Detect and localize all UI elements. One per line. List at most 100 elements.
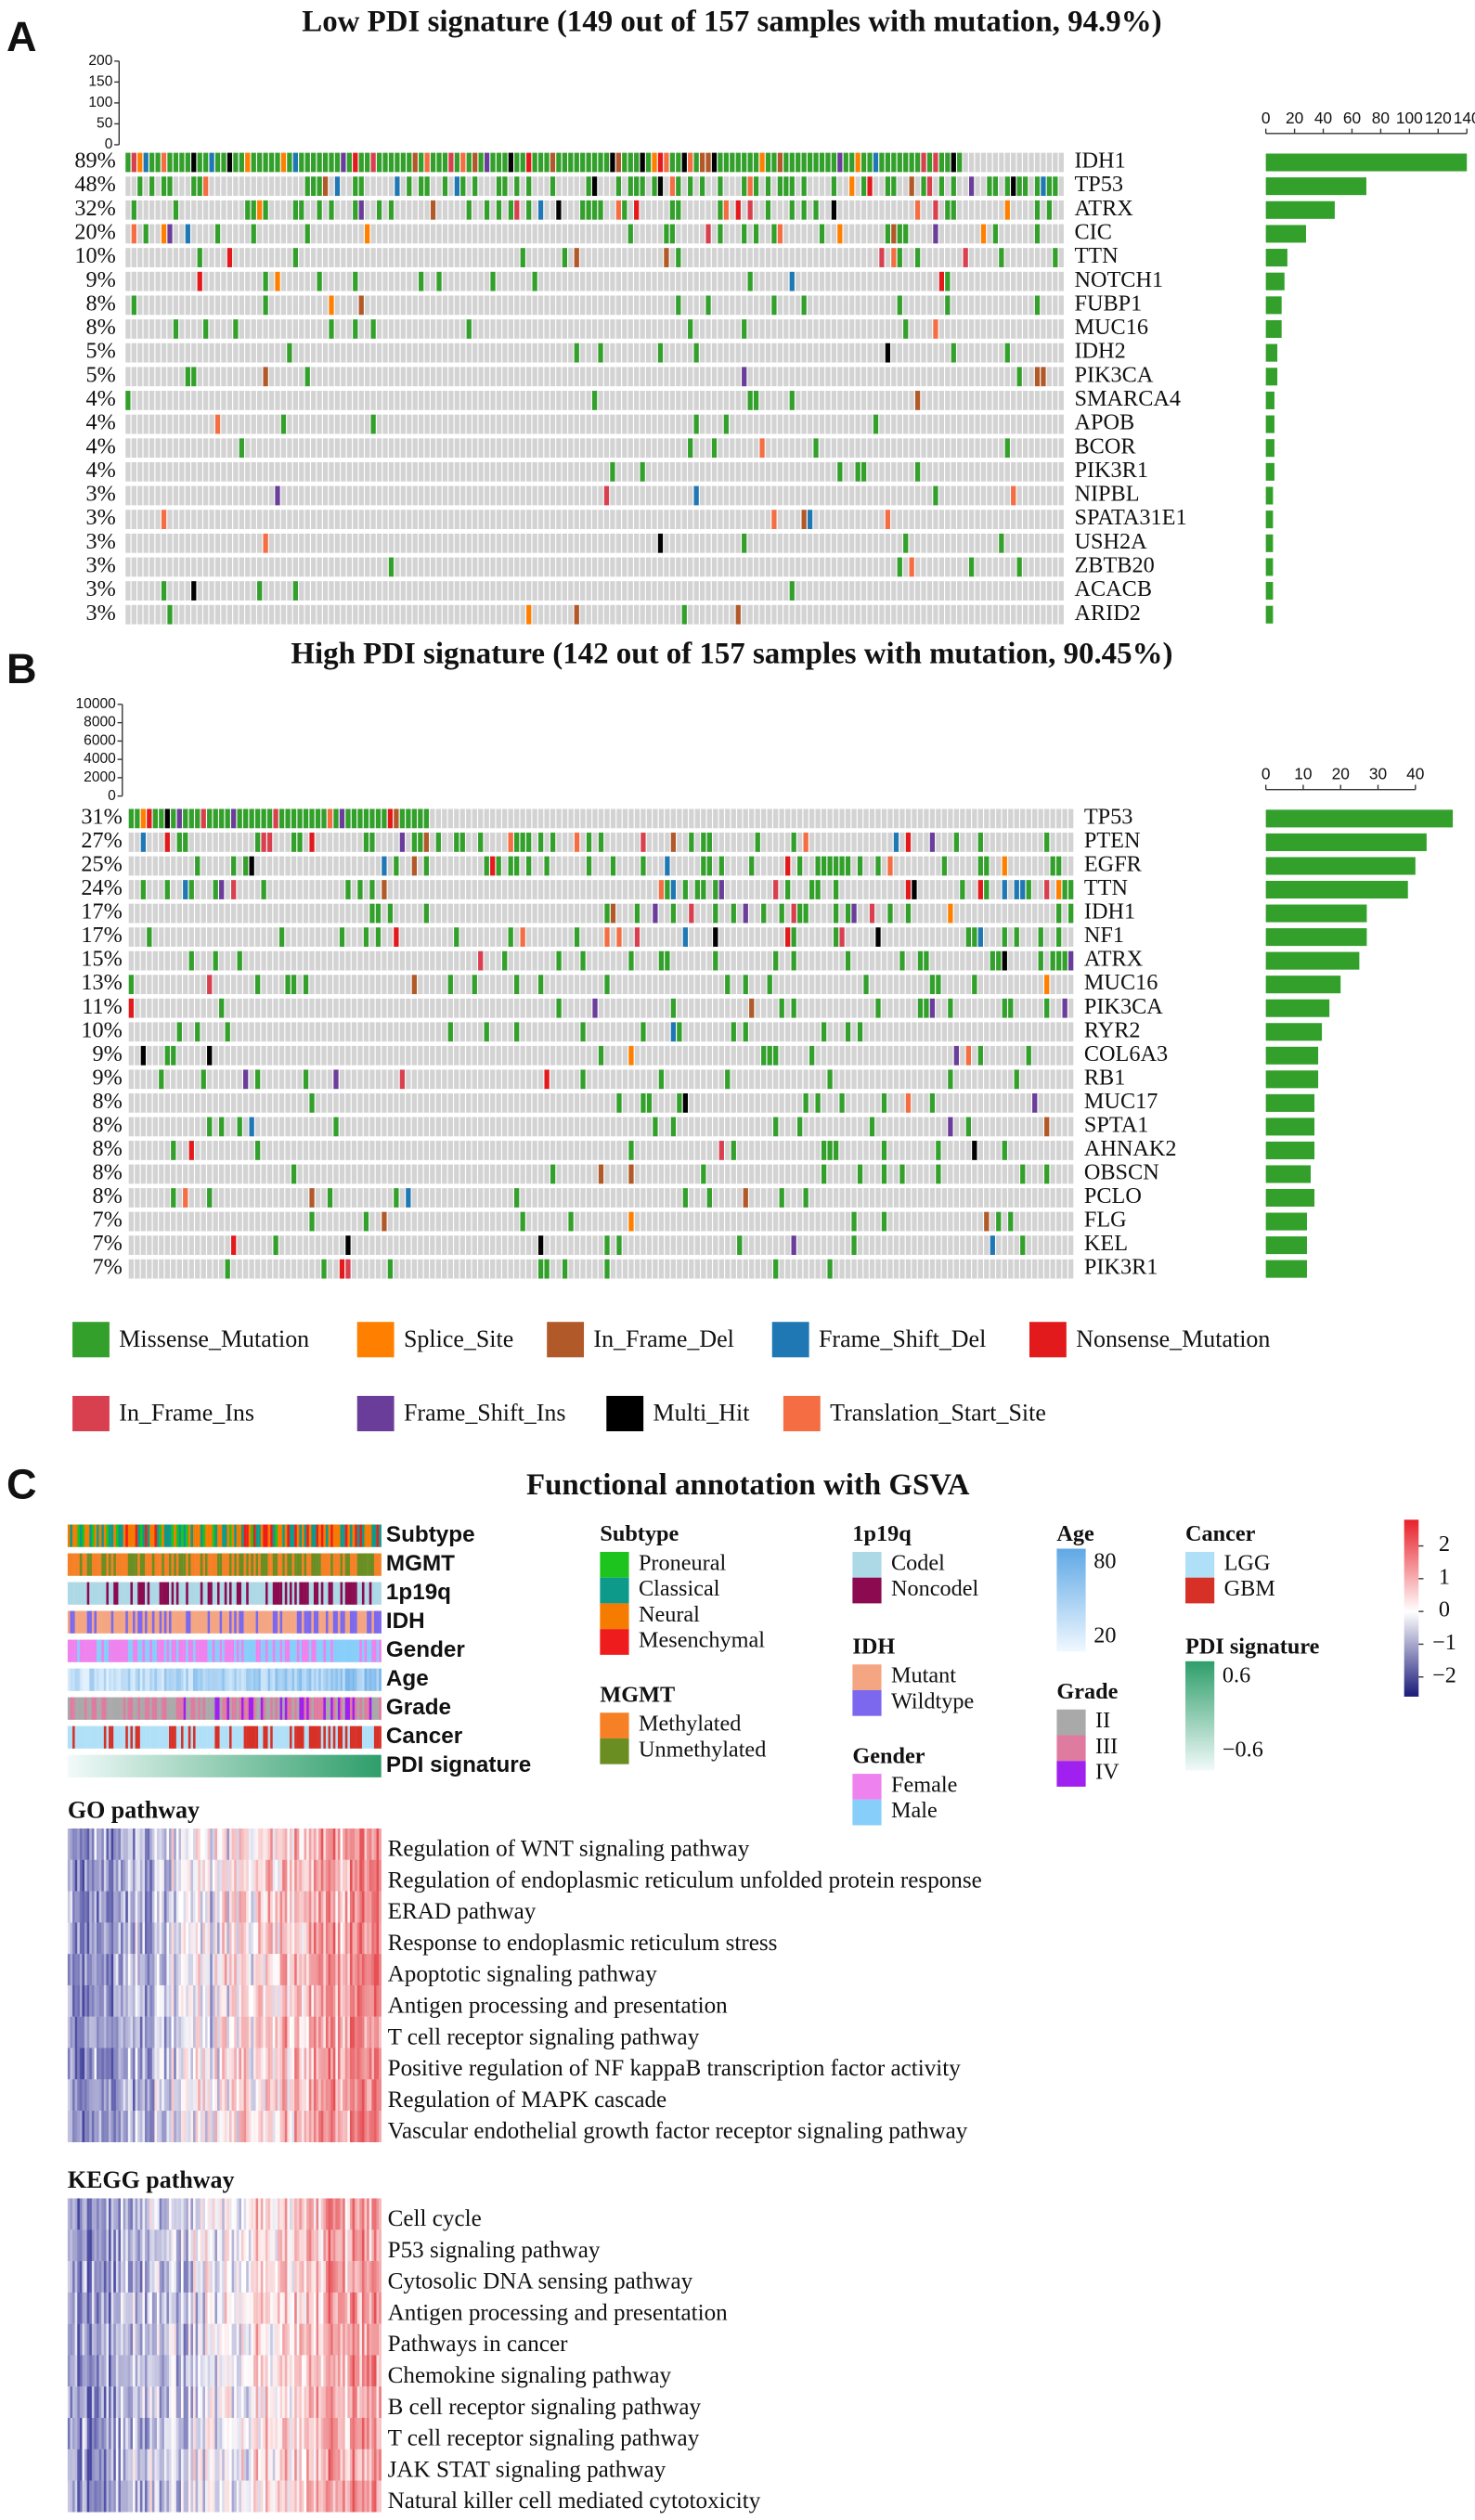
oncoplot-cell bbox=[699, 438, 705, 459]
oncoplot-cell bbox=[1038, 950, 1043, 971]
oncoplot-cell bbox=[448, 319, 454, 339]
oncoplot-cell bbox=[183, 880, 188, 899]
oncoplot-cell bbox=[159, 880, 164, 899]
oncoplot-cell bbox=[478, 200, 484, 220]
oncoplot-cell bbox=[610, 903, 616, 924]
oncoplot-cell bbox=[711, 461, 718, 482]
oncoplot-cell bbox=[191, 248, 197, 267]
oncoplot-cell bbox=[807, 581, 813, 601]
oncoplot-cell bbox=[239, 248, 244, 267]
oncoplot-cell bbox=[424, 438, 430, 459]
oncoplot-cell bbox=[179, 367, 185, 387]
oncoplot-cell bbox=[387, 950, 394, 971]
oncoplot-cell bbox=[179, 533, 185, 553]
oncoplot-cell bbox=[303, 1022, 309, 1042]
oncoplot-cell bbox=[1020, 975, 1026, 995]
oncoplot-cell bbox=[508, 604, 513, 625]
oncoplot-cell bbox=[682, 903, 689, 924]
oncoplot-cell bbox=[556, 319, 562, 339]
oncoplot-cell bbox=[131, 485, 136, 506]
oncoplot-cell bbox=[520, 581, 525, 601]
oncoplot-cell bbox=[591, 176, 598, 197]
oncoplot-cell bbox=[843, 152, 848, 173]
oncoplot-cell bbox=[987, 391, 992, 410]
oncoplot-cell bbox=[346, 200, 352, 220]
oncoplot-cell bbox=[807, 533, 813, 553]
oncoplot-cell bbox=[137, 295, 143, 316]
oncoplot-cell bbox=[929, 1045, 936, 1066]
oncoplot-cell bbox=[699, 604, 705, 625]
oncoplot-cell bbox=[207, 903, 213, 924]
oncoplot-cell bbox=[221, 485, 226, 506]
oncoplot-cell bbox=[731, 833, 736, 852]
oncoplot-cell bbox=[490, 295, 496, 316]
oncoplot-cell bbox=[938, 367, 945, 387]
oncoplot-cell bbox=[759, 367, 765, 387]
oncoplot-cell bbox=[761, 927, 767, 947]
oncoplot-cell bbox=[749, 998, 755, 1018]
oncoplot-cell bbox=[351, 856, 357, 876]
oncoplot-cell bbox=[706, 950, 712, 971]
oncoplot-cell bbox=[815, 903, 821, 924]
oncoplot-cell bbox=[137, 414, 143, 434]
oncoplot-cell bbox=[532, 833, 537, 852]
oncoplot-cell bbox=[1026, 927, 1031, 947]
oncoplot-cell bbox=[245, 391, 251, 410]
oncoplot-cell bbox=[664, 200, 669, 220]
oncoplot-cell bbox=[317, 485, 322, 506]
oncoplot-cell bbox=[280, 319, 287, 339]
oncoplot-cell bbox=[948, 856, 953, 876]
oncoplot-cell bbox=[214, 224, 221, 244]
oncoplot-cell bbox=[699, 271, 705, 291]
oncoplot-cell bbox=[693, 414, 699, 434]
oncoplot-cell bbox=[207, 998, 213, 1018]
oncoplot-cell bbox=[813, 152, 819, 173]
oncoplot-cell bbox=[821, 950, 827, 971]
oncoplot-cell bbox=[975, 510, 980, 530]
oncoplot-cell bbox=[977, 998, 983, 1018]
oncoplot-cell bbox=[860, 581, 867, 601]
oncoplot-cell bbox=[640, 808, 646, 829]
oncoplot-cell bbox=[682, 975, 689, 995]
oncoplot-cell bbox=[771, 176, 777, 197]
bar-tick-label: 10 bbox=[1294, 765, 1312, 783]
oncoplot-cell bbox=[634, 903, 640, 924]
oncoplot-cell bbox=[604, 903, 610, 924]
mutation-count-bar bbox=[1265, 153, 1468, 172]
oncoplot-cell bbox=[532, 808, 537, 829]
oncoplot-cell bbox=[358, 510, 364, 530]
oncoplot-cell bbox=[891, 176, 897, 197]
oncoplot-cell bbox=[203, 510, 209, 530]
oncoplot-cell bbox=[1004, 510, 1010, 530]
oncoplot-cell bbox=[345, 808, 351, 829]
oncoplot-cell bbox=[676, 557, 681, 577]
oncoplot-cell bbox=[657, 200, 664, 220]
oncoplot-cell bbox=[586, 414, 591, 434]
oncoplot-cell bbox=[430, 224, 436, 244]
oncoplot-cell bbox=[280, 533, 287, 553]
oncoplot-cell bbox=[963, 485, 968, 506]
oncoplot-cell bbox=[309, 880, 315, 899]
oncoplot-cell bbox=[176, 927, 182, 947]
oncoplot-cell bbox=[652, 248, 657, 267]
oncoplot-cell bbox=[951, 271, 956, 291]
oncoplot-cell bbox=[273, 998, 278, 1018]
oncoplot-cell bbox=[358, 533, 364, 553]
oncoplot-cell bbox=[598, 248, 603, 267]
oncoplot-cell bbox=[628, 1022, 634, 1042]
oncoplot-cell bbox=[747, 342, 753, 363]
oncoplot-cell bbox=[652, 271, 657, 291]
oncoplot-cell bbox=[951, 461, 956, 482]
oncoplot-cell bbox=[711, 248, 718, 267]
oncoplot-cell bbox=[957, 461, 963, 482]
oncoplot-cell bbox=[209, 485, 214, 506]
oncoplot-cell bbox=[1029, 319, 1034, 339]
oncoplot-cell bbox=[334, 176, 341, 197]
oncoplot-cell bbox=[825, 248, 831, 267]
oncoplot-cell bbox=[490, 176, 496, 197]
oncoplot-cell bbox=[1022, 557, 1029, 577]
oncoplot-cell bbox=[275, 248, 280, 267]
oncoplot-cell bbox=[987, 248, 992, 267]
oncoplot-cell bbox=[783, 557, 789, 577]
oncoplot-cell bbox=[304, 248, 310, 267]
